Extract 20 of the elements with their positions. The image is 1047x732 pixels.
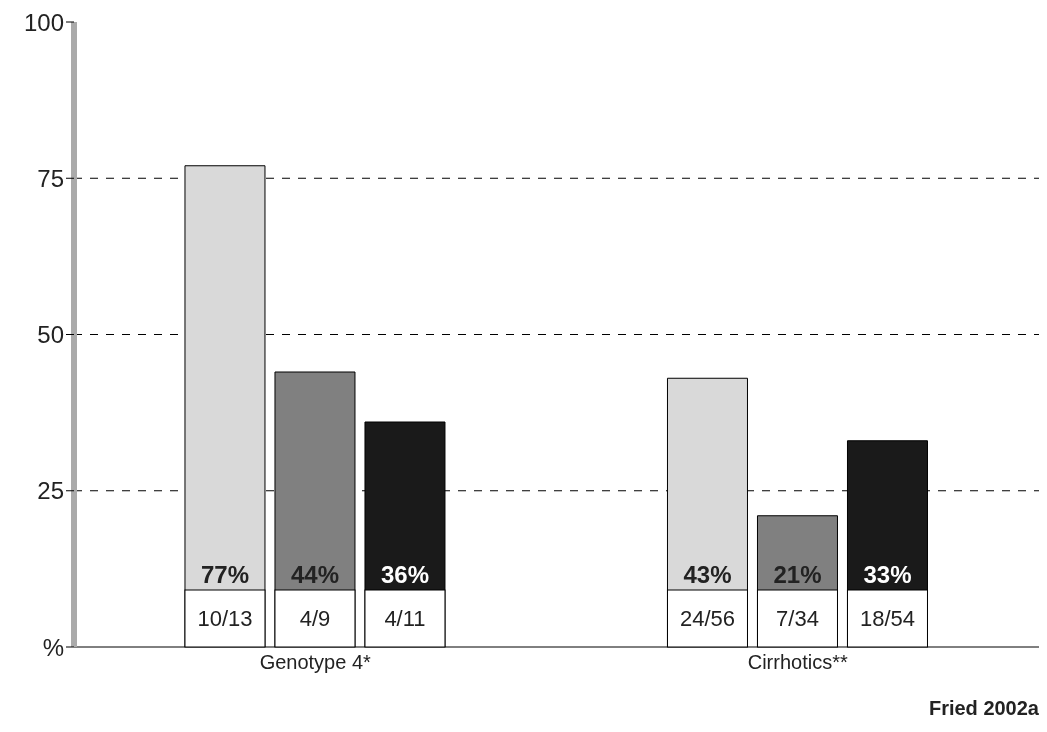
y-tick-label: 100 [23,8,64,36]
x-tick-label: Cirrhotics** [747,651,848,674]
annotation: 4/11 [384,606,426,631]
y-tick-label: % [42,633,64,661]
data-label: 21% [773,561,822,588]
data-label: 33% [863,561,912,588]
annotation: 7/34 [776,606,819,631]
data-label: 36% [380,561,429,588]
data-label: 77% [200,561,249,588]
annotation: 4/9 [299,606,331,631]
text: Fried 2002a [928,697,1039,720]
annotation: 24/56 [679,606,736,631]
data-label: 44% [290,561,339,588]
y-tick-label: 25 [37,477,64,505]
x-tick-label: Genotype 4* [259,651,372,674]
y-tick-label: 75 [37,164,64,192]
y-tick-label: 50 [37,321,64,349]
data-label: 43% [683,561,732,588]
annotation: 18/54 [859,606,916,631]
annotation: 10/13 [197,606,253,631]
